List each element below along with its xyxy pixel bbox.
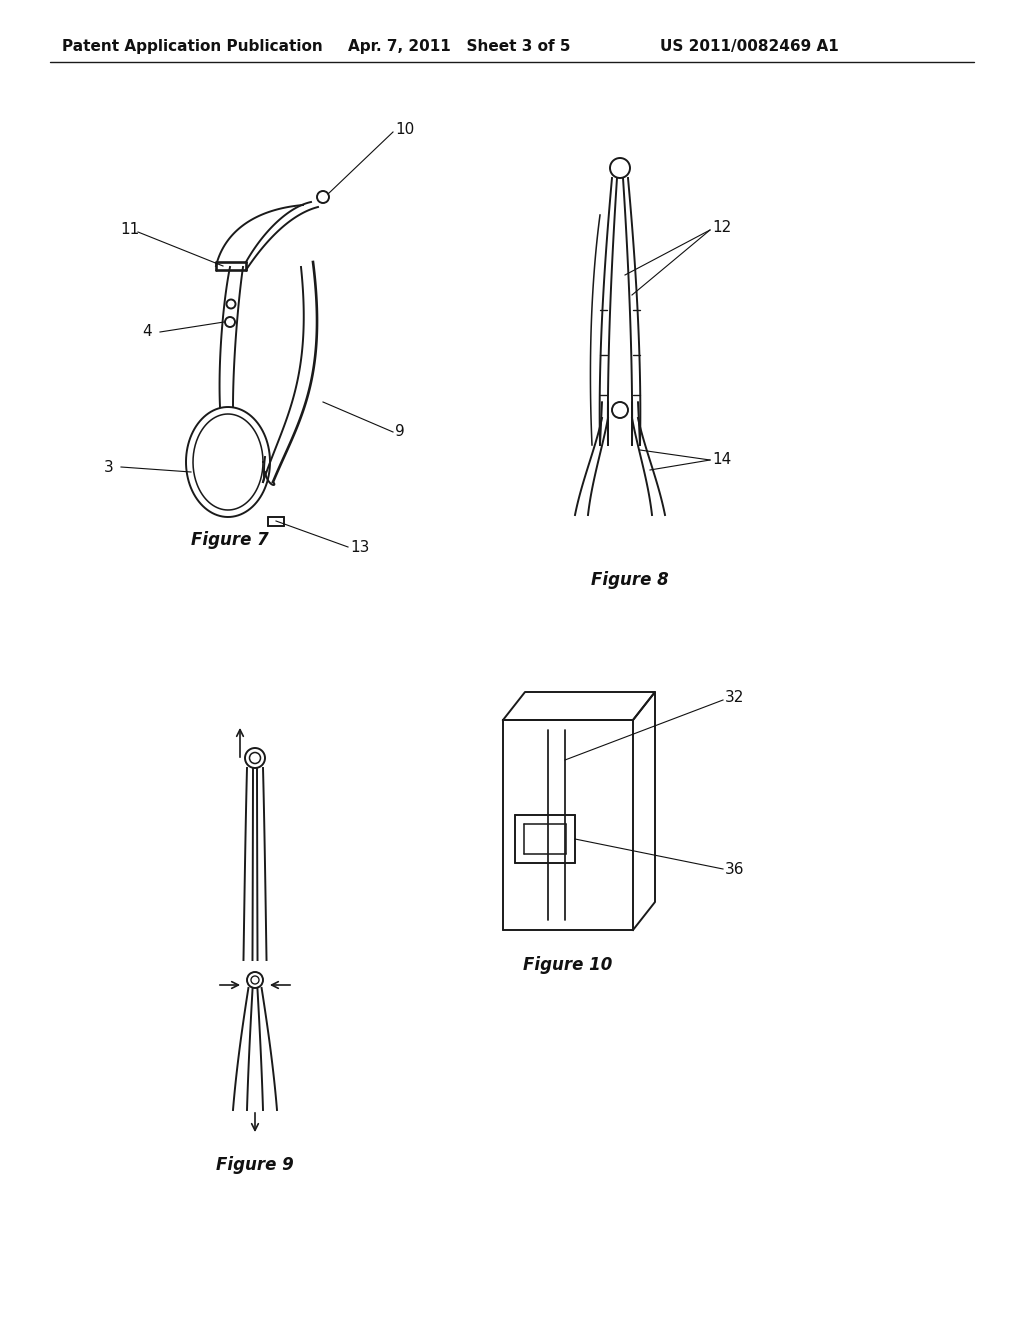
Text: Patent Application Publication: Patent Application Publication: [62, 40, 323, 54]
Text: Figure 10: Figure 10: [523, 956, 612, 974]
Text: 9: 9: [395, 425, 404, 440]
Text: 4: 4: [142, 325, 152, 339]
Text: 3: 3: [104, 459, 114, 474]
Text: Apr. 7, 2011   Sheet 3 of 5: Apr. 7, 2011 Sheet 3 of 5: [348, 40, 570, 54]
Text: 13: 13: [350, 540, 370, 554]
Text: Figure 8: Figure 8: [591, 572, 669, 589]
Text: 12: 12: [712, 220, 731, 235]
Text: 10: 10: [395, 121, 415, 136]
Text: Figure 7: Figure 7: [191, 531, 269, 549]
Text: US 2011/0082469 A1: US 2011/0082469 A1: [660, 40, 839, 54]
Text: 11: 11: [120, 222, 139, 236]
Text: Figure 9: Figure 9: [216, 1156, 294, 1173]
Text: 36: 36: [725, 862, 744, 876]
Text: 14: 14: [712, 453, 731, 467]
Text: 32: 32: [725, 690, 744, 705]
